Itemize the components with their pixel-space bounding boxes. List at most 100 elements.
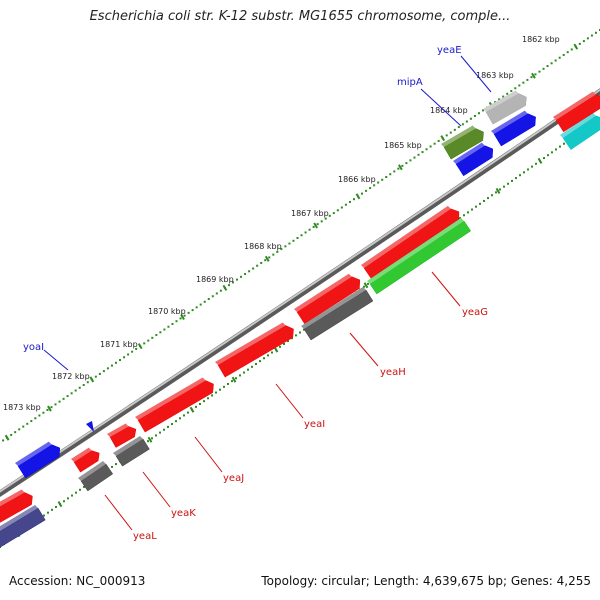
feature-yeaL-red[interactable]	[71, 447, 100, 473]
minor-tick	[292, 239, 295, 242]
minor-tick	[487, 197, 489, 200]
major-tick	[537, 157, 543, 164]
minor-tick	[514, 87, 517, 90]
gene-label-yeaJ[interactable]: yeaJ	[223, 473, 244, 484]
minor-tick	[179, 317, 182, 320]
minor-tick	[463, 214, 465, 217]
feature-yeaE-blue[interactable]	[491, 110, 536, 147]
minor-tick	[255, 362, 257, 365]
minor-tick	[66, 395, 69, 398]
minor-tick	[227, 382, 229, 385]
minor-tick	[503, 185, 505, 188]
feature-yeaL-grey[interactable]	[78, 461, 114, 492]
major-tick	[363, 282, 369, 289]
minor-tick	[263, 357, 265, 360]
minor-tick	[538, 70, 541, 73]
minor-tick	[535, 162, 537, 165]
minor-tick	[106, 367, 109, 370]
kbp-label: 1865 kbp	[384, 141, 422, 150]
gene-label-yeaH[interactable]: yeaH	[380, 367, 406, 378]
feature-yeaG-red[interactable]	[361, 205, 460, 280]
minor-tick	[445, 134, 448, 137]
feature-yeaE[interactable]	[483, 90, 527, 125]
minor-tick	[143, 342, 146, 345]
minor-tick	[251, 365, 253, 368]
minor-tick	[248, 270, 251, 273]
minor-tick	[239, 374, 241, 377]
feature-red-left[interactable]	[0, 489, 33, 524]
minor-tick	[26, 422, 29, 425]
minor-tick	[159, 431, 161, 434]
gene-label-yeaK[interactable]: yeaK	[171, 508, 196, 519]
minor-tick	[554, 59, 557, 62]
feature-yeaG-green[interactable]	[367, 218, 472, 295]
feature-yeaH-grey[interactable]	[301, 287, 374, 341]
feature-yeaK-red[interactable]	[107, 423, 137, 448]
minor-tick	[328, 214, 331, 217]
minor-tick	[102, 370, 105, 373]
minor-tick	[363, 285, 365, 288]
minor-tick	[78, 386, 81, 389]
feature-yoaI[interactable]	[15, 441, 60, 479]
minor-tick	[590, 34, 593, 37]
feature-yeaK-grey[interactable]	[113, 436, 150, 467]
feature-mipA[interactable]	[441, 125, 484, 160]
feature-cyan[interactable]	[560, 112, 600, 150]
minor-tick	[123, 356, 126, 359]
minor-tick	[43, 514, 45, 517]
minor-tick	[531, 165, 533, 168]
feature-yeaI-red[interactable]	[215, 322, 294, 378]
minor-tick	[247, 368, 249, 371]
minor-tick	[38, 414, 41, 417]
minor-tick	[559, 145, 561, 148]
gene-label-yeaG[interactable]: yeaG	[462, 307, 488, 318]
gene-label-mipA[interactable]: mipA	[397, 77, 423, 88]
gene-label-yeaL[interactable]: yeaL	[133, 531, 157, 542]
accession-text: Accession: NC_000913	[9, 574, 146, 588]
minor-tick	[179, 417, 181, 420]
minor-tick	[296, 237, 299, 239]
minor-tick	[203, 400, 205, 403]
gene-label-yoaI[interactable]: yoaI	[23, 342, 44, 353]
minor-tick	[582, 40, 585, 43]
minor-tick	[147, 440, 149, 443]
minor-tick	[495, 191, 497, 194]
minor-tick	[62, 397, 65, 400]
minor-tick	[551, 151, 553, 154]
feature-blue-2[interactable]	[453, 142, 494, 177]
major-tick	[47, 405, 52, 412]
minor-tick	[236, 278, 238, 281]
minor-tick	[18, 428, 21, 431]
feature-red-far[interactable]	[553, 91, 600, 133]
minor-tick	[479, 202, 481, 205]
feature-yeaJ-red[interactable]	[135, 377, 214, 433]
chromosome-backbone	[0, 88, 600, 498]
minor-tick	[98, 372, 101, 375]
minor-tick	[58, 400, 61, 403]
gene-label-yeaI[interactable]: yeaI	[304, 419, 325, 430]
minor-tick	[312, 225, 315, 228]
minor-tick	[304, 231, 307, 234]
minor-tick	[287, 340, 289, 343]
feature-yeaH-red[interactable]	[294, 273, 361, 325]
minor-tick	[459, 217, 461, 220]
minor-tick	[280, 248, 283, 251]
major-tick	[313, 222, 319, 229]
gene-label-yeaE[interactable]: yeaE	[437, 45, 462, 56]
map-title: Escherichia coli str. K-12 substr. MG165…	[89, 9, 511, 24]
minor-tick	[523, 171, 525, 174]
minor-tick	[295, 334, 297, 337]
kbp-label: 1871 kbp	[100, 340, 138, 349]
minor-tick	[82, 383, 85, 386]
minor-tick	[530, 76, 533, 79]
feature-darkblue-left[interactable]	[0, 505, 46, 549]
minor-tick	[46, 408, 49, 411]
minor-tick	[547, 154, 549, 157]
minor-tick	[361, 192, 364, 195]
minor-tick	[167, 325, 170, 328]
minor-tick	[417, 153, 420, 156]
minor-tick	[348, 200, 351, 203]
kbp-label: 1864 kbp	[430, 106, 468, 115]
minor-tick	[252, 267, 255, 270]
